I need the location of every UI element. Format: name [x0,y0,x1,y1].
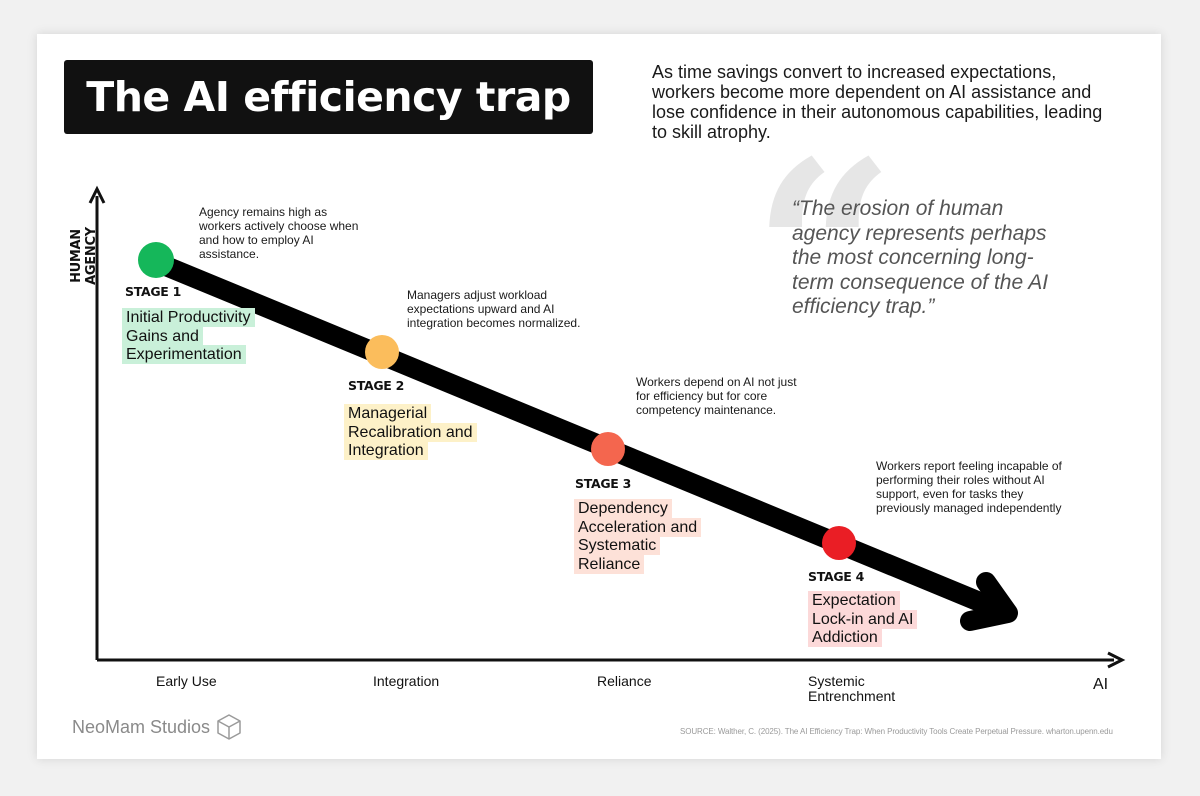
y-axis-arrow [88,185,106,204]
stage-4-name: Expectation Lock-in and AI Addiction [808,591,938,648]
intro-text: As time savings convert to increased exp… [652,62,1103,142]
source-citation: SOURCE: Walther, C. (2025). The AI Effic… [680,727,1113,736]
y-axis-label: HUMAN AGENCY [69,227,99,285]
stage-3-name-text: Dependency Acceleration and Systematic R… [574,499,702,574]
stage-2-name: Managerial Recalibration and Integration [344,404,484,461]
stage-4-name-text: Expectation Lock-in and AI Addiction [808,591,918,647]
stage-1-name: Initial Productivity Gains and Experimen… [122,308,272,365]
stage-2-description: Managers adjust workload expectations up… [407,288,581,330]
stage-4-description: Workers report feeling incapable of perf… [876,459,1062,515]
stage-2-dot [365,335,399,369]
page-title: The AI efficiency trap [86,73,571,121]
stage-1-dot [138,242,174,278]
stage-4-label: STAGE 4 [808,569,864,584]
trend-arrow-head [960,572,1018,631]
brand-logo: NeoMam Studios [72,713,242,741]
stage-3-dot [591,432,625,466]
stage-3-label: STAGE 3 [575,476,631,491]
stage-1-name-text: Initial Productivity Gains and Experimen… [122,308,255,364]
stage-1-description: Agency remains high as workers actively … [199,205,359,261]
x-category-early-use: Early Use [156,673,217,689]
stage-4-dot [822,526,856,560]
pull-quote: “The erosion of human agency represents … [792,197,1049,319]
x-axis-arrow [1107,651,1126,669]
x-category-systemic-entrenchment: Systemic Entrenchment [808,673,896,704]
cube-icon [217,714,241,740]
stage-2-name-text: Managerial Recalibration and Integration [344,404,477,460]
infographic-card [37,34,1161,759]
x-category-reliance: Reliance [597,673,652,689]
brand-name: NeoMam Studios [72,716,211,737]
title-banner: The AI efficiency trap [64,60,593,134]
x-category-integration: Integration [373,673,440,689]
stage-3-description: Workers depend on AI not just for effici… [636,375,797,417]
stage-1-label: STAGE 1 [125,284,181,299]
quote-mark-icon: “ [752,106,896,400]
stage-2-label: STAGE 2 [348,378,404,393]
x-axis-label: AI [1093,676,1109,693]
stage-3-name: Dependency Acceleration and Systematic R… [574,499,714,574]
